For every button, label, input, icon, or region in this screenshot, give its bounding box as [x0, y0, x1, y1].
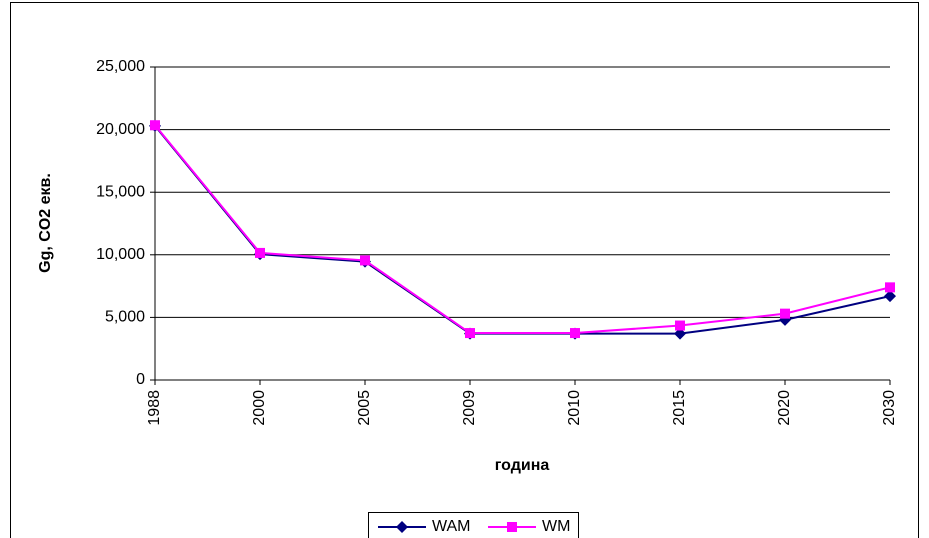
- x-tick-label: 2000: [251, 390, 268, 426]
- y-tick-label: 10,000: [96, 246, 145, 263]
- x-tick-label: 2030: [881, 390, 898, 426]
- data-point: [150, 120, 160, 131]
- data-point: [570, 328, 580, 339]
- x-tick-label: 2005: [356, 390, 373, 426]
- y-tick-label: 15,000: [96, 183, 145, 200]
- y-tick-label: 25,000: [96, 58, 145, 75]
- data-point: [780, 308, 790, 319]
- series-line: [154, 124, 891, 335]
- legend-marker: [507, 522, 517, 532]
- y-axis-title: Gg, CO2 екв.: [37, 173, 54, 273]
- data-point: [884, 290, 896, 303]
- legend-marker: [396, 521, 408, 533]
- x-tick-label: 2010: [566, 390, 583, 426]
- legend-label: WAM: [432, 518, 471, 535]
- x-tick-label: 2009: [461, 390, 478, 426]
- data-point: [675, 320, 685, 331]
- y-tick-label: 5,000: [105, 309, 145, 326]
- data-point: [885, 282, 895, 293]
- data-point: [465, 328, 475, 339]
- data-point: [674, 327, 686, 340]
- chart-border: [10, 2, 919, 538]
- y-tick-label: 20,000: [96, 121, 145, 138]
- x-tick-label: 2015: [671, 390, 688, 426]
- x-tick-label: 2020: [776, 390, 793, 426]
- data-point: [255, 247, 265, 258]
- data-point: [360, 255, 370, 266]
- x-tick-label: 1988: [146, 390, 163, 426]
- y-tick-label: 0: [136, 371, 145, 388]
- legend-label: WM: [542, 518, 570, 535]
- x-axis-title: година: [495, 457, 550, 474]
